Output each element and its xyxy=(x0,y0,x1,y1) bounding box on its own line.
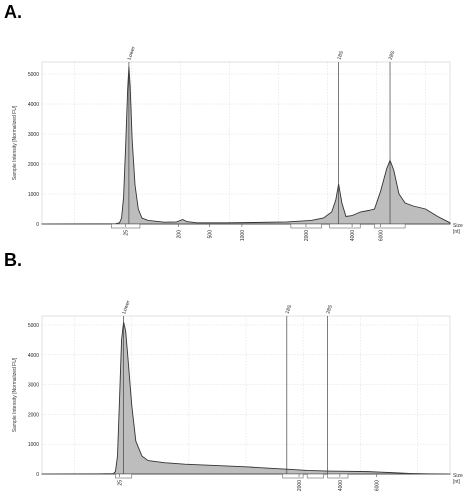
x-tick-label: 500 xyxy=(207,230,213,239)
electropherogram-a: 0 1000 2000 3000 4000 5000 Sample Intensity [N… xyxy=(12,46,463,242)
x-tick-label: 1000 xyxy=(240,230,246,241)
y-axis-title: Sample Intensity [Normalized FU] xyxy=(12,105,18,180)
y-tick-label: 3000 xyxy=(28,383,39,389)
x-tick-label: 6000 xyxy=(379,230,385,241)
y-tick-label: 4000 xyxy=(28,102,39,108)
panel-label: A. xyxy=(4,2,22,22)
y-tick-label: 0 xyxy=(36,222,39,228)
y-tick-label: 5000 xyxy=(28,323,39,329)
peak-bracket xyxy=(306,473,324,479)
y-tick-label: 2000 xyxy=(28,412,39,418)
y-tick-label: 4000 xyxy=(28,353,39,359)
x-tick-label: 25 xyxy=(118,480,124,486)
peak-bracket xyxy=(327,473,349,479)
x-axis-title: [nt] xyxy=(453,229,461,235)
peak-bracket xyxy=(374,223,406,229)
y-tick-label: 1000 xyxy=(28,192,39,198)
x-tick-label: 4000 xyxy=(338,480,344,491)
panel-a: A. 0 1000 2000 3000 4000 5000 Sample Intensity… xyxy=(4,2,463,242)
x-tick-label: 2000 xyxy=(304,230,310,241)
panel-b: B. 0 1000 2000 3000 4000 5000 Sample Intensity… xyxy=(0,248,474,495)
y-tick-label: 3000 xyxy=(28,132,39,138)
peak-label: Lower xyxy=(121,300,131,315)
y-axis-title: Sample Intensity [Normalized FU] xyxy=(12,357,18,432)
peak-bracket xyxy=(115,473,133,479)
peak-bracket xyxy=(282,473,304,479)
y-tick-label: 5000 xyxy=(28,72,39,78)
peak-bracket xyxy=(329,223,361,229)
y-tick-label: 2000 xyxy=(28,162,39,168)
peak-label: Lower xyxy=(127,46,137,61)
x-tick-label: 2000 xyxy=(297,480,303,491)
x-axis-title: Size xyxy=(453,223,463,229)
trace-area xyxy=(41,66,451,225)
peak-label: 18S xyxy=(285,304,294,315)
x-axis-title: Size xyxy=(453,473,463,479)
y-tick-label: 0 xyxy=(36,472,39,478)
peak-label: 28S xyxy=(388,50,397,61)
peak-label: 28S xyxy=(325,304,334,315)
x-tick-label: 25 xyxy=(124,230,130,236)
x-tick-label: 4000 xyxy=(350,230,356,241)
x-tick-label: 200 xyxy=(177,230,183,239)
x-axis-title: [nt] xyxy=(453,479,461,485)
panel-label: B. xyxy=(4,250,22,270)
peak-label: 18S xyxy=(336,50,345,61)
x-tick-label: 6000 xyxy=(375,480,381,491)
electropherogram-b: 0 1000 2000 3000 4000 5000 Sample Intensity [N… xyxy=(12,300,463,492)
y-tick-label: 1000 xyxy=(28,442,39,448)
